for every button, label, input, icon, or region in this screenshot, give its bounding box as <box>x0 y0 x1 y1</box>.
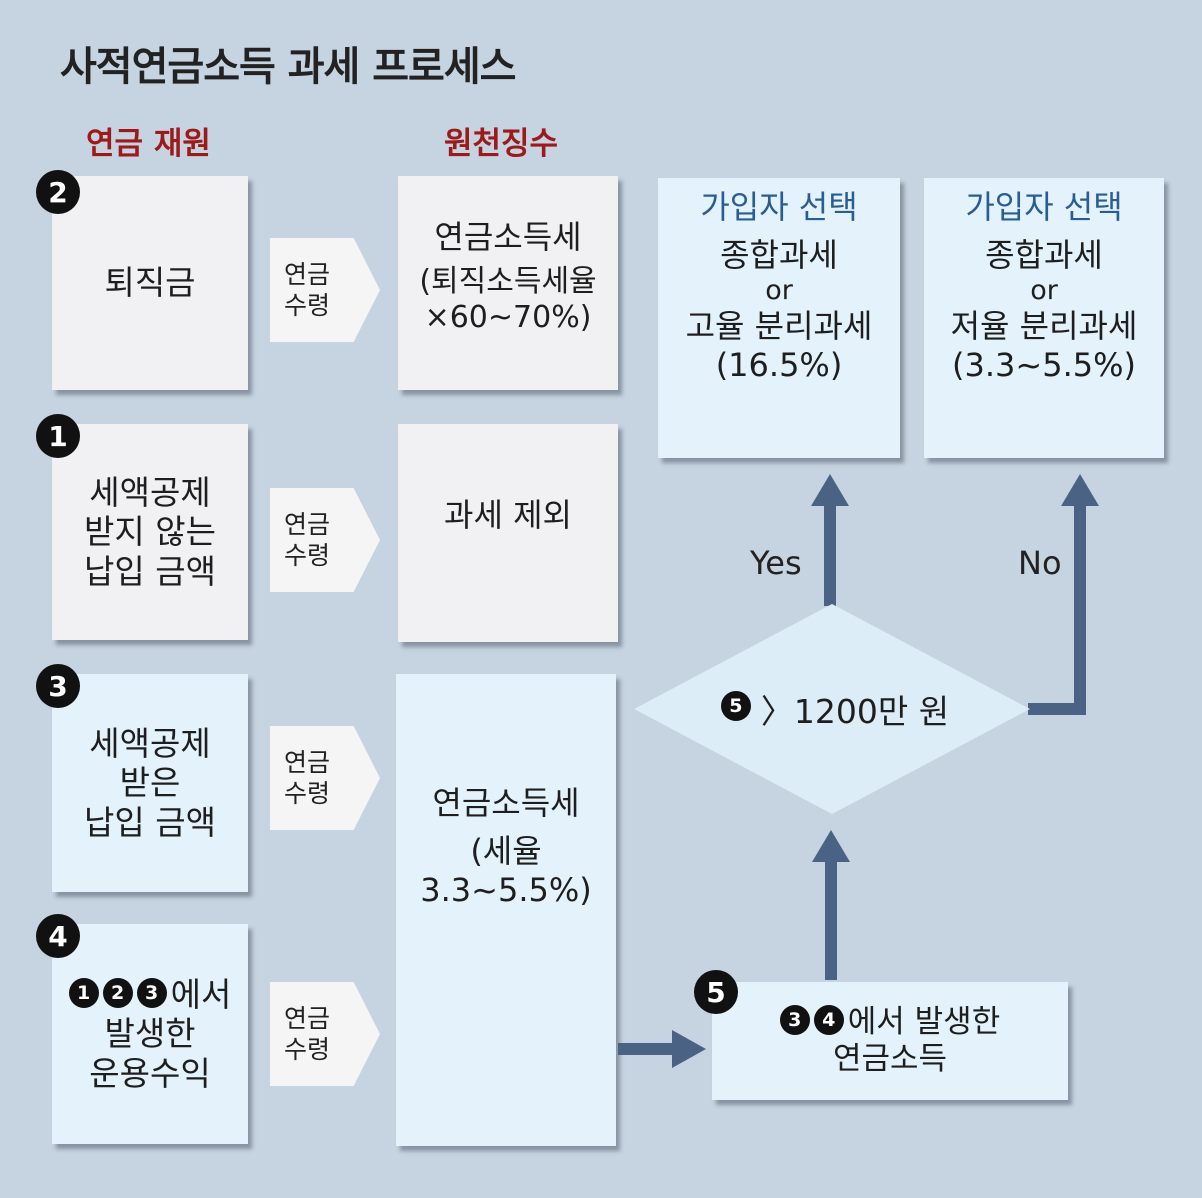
pension-receipt-chevron: 연금 수령 <box>270 488 380 592</box>
source-text: 받지 않는 <box>84 512 216 552</box>
page-title: 사적연금소득 과세 프로세스 <box>60 44 516 90</box>
choice-text: 종합과세 <box>720 236 838 275</box>
choice-text: 종합과세 <box>985 236 1103 275</box>
choice-text: (16.5%) <box>715 345 843 384</box>
source-box-untaxed-contribution: 세액공제 받지 않는 납입 금액 <box>52 424 248 640</box>
source-text: 에서 <box>170 974 232 1014</box>
connector-line <box>1028 703 1086 715</box>
number-badge: 1 <box>36 414 80 458</box>
source-box-investment-return: 1 2 3 에서 발생한 운용수익 <box>52 924 248 1144</box>
choice-heading: 가입자 선택 <box>700 188 858 226</box>
pension-income-text: 연금소득 <box>832 1041 948 1077</box>
decision-diamond <box>634 604 1030 814</box>
pension-receipt-chevron: 연금 수령 <box>270 726 380 830</box>
arrow-head <box>1061 474 1099 506</box>
choice-text: (3.3~5.5%) <box>952 345 1136 384</box>
source-text: 받은 <box>119 763 181 803</box>
number-badge: 2 <box>102 978 133 1009</box>
yes-label: Yes <box>750 544 802 582</box>
pension-income-text-with-badges: 3 4 에서 발생한 <box>779 1003 1001 1041</box>
tax-box-excluded: 과세 제외 <box>398 424 618 642</box>
source-text: 발생한 <box>104 1014 196 1054</box>
number-badge: 1 <box>68 978 99 1009</box>
connector-line <box>824 502 836 606</box>
source-text: 운용수익 <box>89 1053 211 1093</box>
number-badge: 4 <box>36 914 80 958</box>
number-badge: 5 <box>694 970 738 1014</box>
no-label: No <box>1018 544 1062 582</box>
choice-text: or <box>1030 274 1058 306</box>
tax-text: 연금소득세 <box>432 784 580 822</box>
choice-text: or <box>765 274 793 306</box>
tax-text: (세율 <box>470 832 542 871</box>
number-badge: 3 <box>136 978 167 1009</box>
chevron-text: 연금 <box>284 509 331 539</box>
connector-line <box>1074 502 1086 715</box>
tax-text: 연금소득세 <box>434 218 582 256</box>
connector-line <box>825 860 837 980</box>
chevron-text: 연금 <box>284 747 331 777</box>
source-text-with-badges: 1 2 3 에서 <box>68 974 232 1015</box>
chevron-text: 연금 <box>284 1003 331 1033</box>
choice-text: 고율 분리과세 <box>685 307 873 346</box>
pension-income-box: 3 4 에서 발생한 연금소득 <box>712 982 1068 1100</box>
tax-text: 과세 제외 <box>444 496 572 534</box>
chevron-text: 수령 <box>284 779 331 808</box>
source-text: 세액공제 <box>89 723 211 763</box>
number-badge: 2 <box>36 170 80 214</box>
tax-text: 3.3~5.5%) <box>420 870 592 909</box>
pension-income-text: 에서 발생한 <box>847 1003 1001 1040</box>
arrow-head <box>811 474 849 506</box>
choice-text: 저율 분리과세 <box>950 307 1138 346</box>
column-head-withholding: 원천징수 <box>444 126 559 162</box>
connector-line <box>618 1043 674 1055</box>
number-badge: 3 <box>36 664 80 708</box>
number-badge: 4 <box>813 1005 844 1036</box>
chevron-text: 연금 <box>284 259 331 289</box>
column-head-source: 연금 재원 <box>86 126 211 162</box>
source-text: 퇴직금 <box>104 263 196 303</box>
tax-box-retirement: 연금소득세 (퇴직소득세율 ×60~70%) <box>398 176 618 390</box>
tax-box-pension-income-tax: 연금소득세 (세율 3.3~5.5%) <box>396 674 616 1146</box>
source-text: 납입 금액 <box>84 802 216 842</box>
source-box-retirement: 퇴직금 <box>52 176 248 390</box>
choice-box-high-rate: 가입자 선택 종합과세 or 고율 분리과세 (16.5%) <box>658 178 900 458</box>
arrow-head <box>672 1030 706 1068</box>
pension-receipt-chevron: 연금 수령 <box>270 982 380 1086</box>
source-box-credited-contribution: 세액공제 받은 납입 금액 <box>52 674 248 892</box>
chevron-text: 수령 <box>284 541 331 570</box>
decision-text: 〉1200만 원 <box>760 692 950 731</box>
decision-condition: 5 〉1200만 원 <box>690 686 980 732</box>
source-text: 납입 금액 <box>84 551 216 591</box>
tax-text: (퇴직소득세율 <box>419 264 597 300</box>
arrow-head <box>812 830 850 862</box>
number-badge: 5 <box>720 691 751 721</box>
tax-text: ×60~70%) <box>424 300 592 336</box>
source-text: 세액공제 <box>89 472 211 512</box>
number-badge: 3 <box>779 1005 810 1036</box>
chevron-text: 수령 <box>284 291 331 320</box>
choice-heading: 가입자 선택 <box>965 188 1123 226</box>
pension-receipt-chevron: 연금 수령 <box>270 238 380 342</box>
chevron-text: 수령 <box>284 1035 331 1064</box>
choice-box-low-rate: 가입자 선택 종합과세 or 저율 분리과세 (3.3~5.5%) <box>924 178 1164 458</box>
